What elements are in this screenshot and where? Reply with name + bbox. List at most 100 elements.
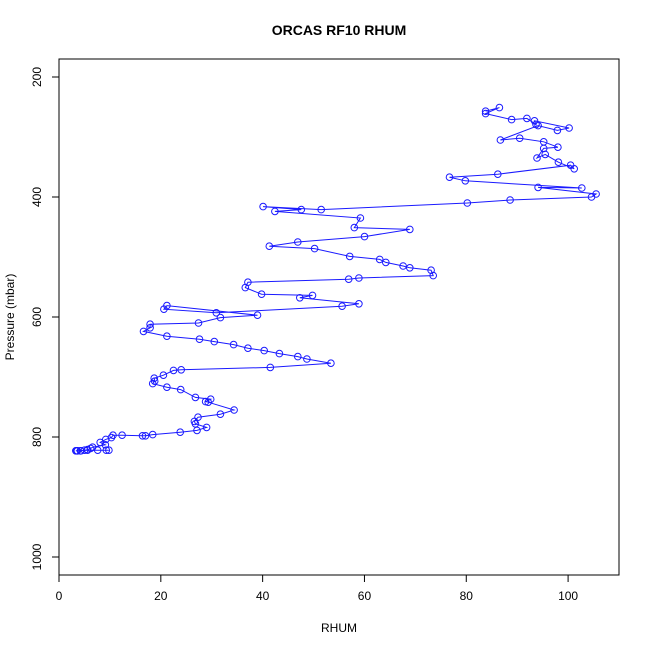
data-point (202, 423, 211, 432)
y-axis-label: Pressure (mbar) (3, 274, 17, 361)
data-point (204, 398, 212, 407)
data-point (375, 255, 384, 264)
data-point (382, 258, 390, 267)
x-axis-label: RHUM (321, 621, 357, 635)
data-point (506, 196, 514, 204)
data-point (176, 385, 185, 394)
data-point (360, 232, 369, 241)
data-point (163, 301, 171, 310)
data-point (554, 143, 562, 151)
data-point (169, 366, 178, 375)
data-point (265, 242, 274, 250)
data-point (317, 205, 326, 214)
data-point (345, 252, 354, 261)
data-point (496, 136, 505, 144)
chart-title: ORCAS RF10 RHUM (272, 22, 407, 38)
data-point (266, 363, 275, 372)
data-point (308, 291, 317, 300)
data-point (344, 275, 353, 284)
data-point (296, 294, 304, 302)
data-point (461, 177, 470, 185)
data-point (148, 379, 157, 388)
data-point (355, 300, 363, 308)
data-point (406, 264, 414, 272)
data-point (587, 193, 596, 201)
data-point (356, 214, 365, 222)
data-point (554, 158, 563, 166)
data-point (150, 377, 159, 386)
data-point (297, 205, 306, 214)
data-point (534, 183, 542, 192)
data-point (150, 374, 158, 383)
data-point (146, 324, 154, 332)
data-point (229, 340, 238, 349)
data-point (406, 225, 414, 234)
data-point (163, 332, 171, 341)
data-point (195, 335, 204, 344)
data-point (80, 446, 89, 455)
data-point (138, 432, 147, 440)
y-tick-label: 200 (30, 67, 44, 87)
data-point (253, 311, 262, 320)
data-point (271, 207, 279, 216)
data-point (210, 337, 219, 346)
y-tick-label: 1000 (30, 543, 44, 570)
x-axis: 0 20 40 60 80 100 (56, 574, 578, 603)
data-point (566, 161, 575, 169)
data-point (310, 244, 319, 253)
data-point (260, 346, 269, 355)
data-point (541, 150, 550, 159)
data-point (495, 103, 504, 112)
y-tick-label: 800 (30, 427, 44, 447)
data-point (565, 124, 573, 132)
data-point (177, 366, 185, 374)
data-point (507, 115, 516, 124)
data-point (193, 426, 201, 435)
data-point (294, 352, 302, 361)
x-tick-label: 20 (154, 589, 168, 603)
data-point (107, 433, 116, 442)
data-point (429, 271, 438, 280)
x-tick-label: 40 (256, 589, 270, 603)
data-point (163, 383, 171, 392)
data-point (530, 117, 539, 125)
x-tick-label: 0 (56, 589, 63, 603)
data-point (481, 107, 490, 115)
data-point (93, 446, 102, 455)
x-tick-label: 60 (358, 589, 372, 603)
data-point (216, 313, 225, 322)
data-point (83, 446, 92, 455)
data-point (194, 319, 203, 327)
y-axis: 200 400 600 800 1000 (30, 67, 60, 570)
data-point (445, 173, 454, 181)
plot-frame (58, 58, 620, 576)
data-point (275, 349, 284, 358)
data-point (159, 371, 168, 380)
data-point (355, 274, 363, 282)
x-tick-label: 100 (558, 589, 578, 603)
data-point (141, 432, 150, 440)
data-point (515, 134, 524, 142)
data-point (72, 447, 81, 455)
data-point (350, 223, 359, 232)
data-point (303, 355, 311, 363)
data-point (148, 430, 157, 439)
series-layer (72, 103, 600, 455)
data-point (146, 320, 154, 329)
data-point (241, 283, 250, 292)
y-tick-label: 600 (30, 307, 44, 327)
data-point (481, 109, 490, 118)
data-point (102, 446, 111, 455)
data-point (139, 327, 148, 336)
data-point (494, 170, 502, 178)
data-point (230, 406, 238, 414)
data-point (463, 199, 472, 207)
data-point (327, 359, 335, 368)
data-point (553, 126, 562, 135)
data-point (257, 290, 266, 299)
data-point (578, 184, 586, 192)
data-point (101, 441, 110, 449)
data-point (118, 431, 126, 440)
data-point (399, 262, 407, 270)
